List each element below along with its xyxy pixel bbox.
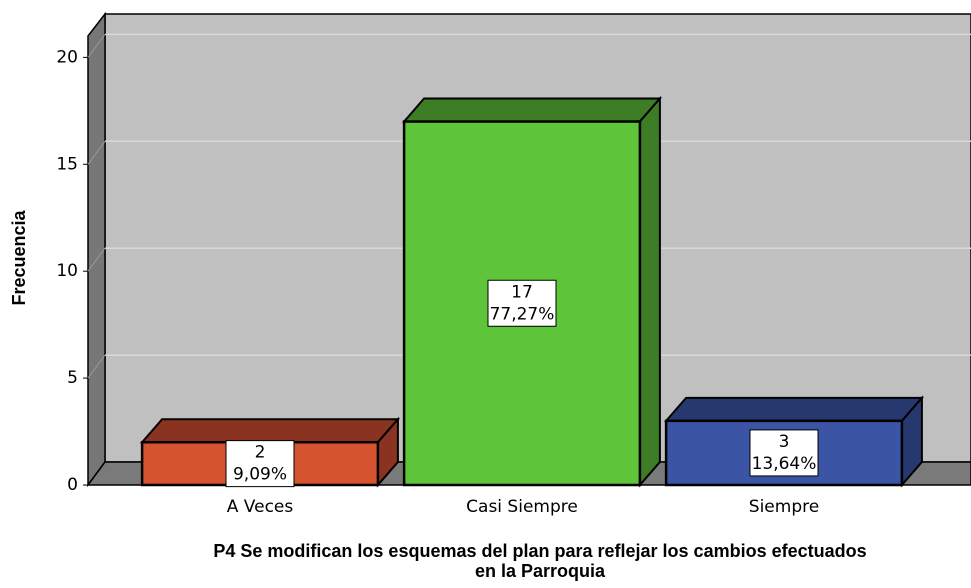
data-label: 77,27% (490, 304, 555, 324)
y-tick-label: 10 (56, 261, 78, 281)
y-tick-label: 5 (67, 368, 78, 388)
data-label-box (225, 440, 295, 488)
bar-top (139, 418, 401, 444)
y-tick-label: 15 (56, 154, 78, 174)
bar-side (638, 95, 661, 488)
data-label: 2 (255, 443, 266, 463)
left-wall (87, 11, 106, 488)
x-tick-label: Casi Siempre (466, 497, 578, 517)
data-label: 9,09% (233, 465, 287, 485)
grid-line (87, 354, 106, 379)
y-axis-title: Frecuencia (9, 209, 29, 305)
data-label: 17 (511, 282, 533, 302)
data-label-box (487, 279, 557, 327)
x-tick-label: Siempre (749, 497, 819, 517)
x-axis-title: P4 Se modifican los esquemas del plan pa… (213, 541, 866, 561)
bar-top (663, 396, 925, 422)
data-label-box (749, 429, 819, 477)
y-tick-label: 0 (67, 475, 78, 495)
x-axis-title: en la Parroquia (475, 561, 606, 581)
grid-line (87, 140, 106, 165)
data-label: 3 (779, 432, 790, 452)
x-tick-label: A Veces (227, 497, 294, 517)
bar-top (401, 97, 663, 123)
y-tick-label: 20 (56, 47, 78, 67)
grid-line (87, 247, 106, 272)
data-label: 13,64% (752, 454, 817, 474)
grid-line (87, 34, 106, 58)
